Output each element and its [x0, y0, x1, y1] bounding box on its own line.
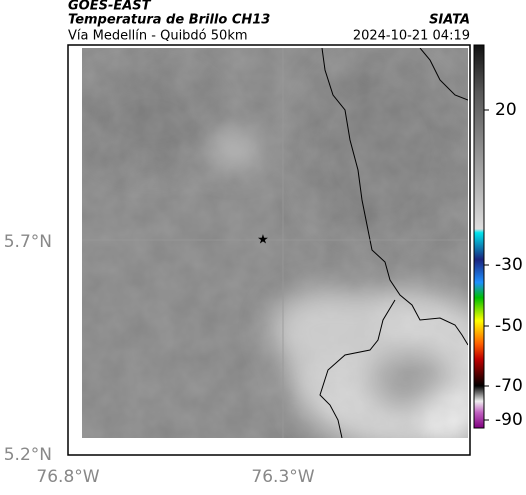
- map-frame: [67, 44, 471, 456]
- title: Temperatura de Brillo CH13: [68, 13, 270, 28]
- colorbar-tick-label: -90: [495, 410, 523, 430]
- lon-label: 76.8°W: [36, 467, 99, 487]
- lat-label: 5.7°N: [4, 232, 52, 252]
- org: SIATA: [429, 13, 470, 28]
- lat-label: 5.2°N: [4, 445, 52, 465]
- colorbar-tick-label: -50: [495, 316, 523, 336]
- location-star: ★: [257, 233, 269, 248]
- colorbar-tick-label: 20: [495, 100, 517, 120]
- source: GOES-EAST: [68, 0, 152, 14]
- lon-label: 76.3°W: [251, 467, 314, 487]
- satellite-image: [82, 48, 468, 438]
- subtitle: Vía Medellín - Quibdó 50km: [68, 29, 248, 44]
- colorbar-tick-label: -30: [495, 255, 523, 275]
- datetime: 2024-10-21 04:19: [353, 29, 470, 44]
- colorbar: [473, 44, 485, 429]
- colorbar-tick-label: -70: [495, 376, 523, 396]
